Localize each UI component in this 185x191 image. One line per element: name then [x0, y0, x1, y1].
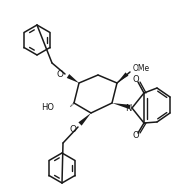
Text: O: O: [133, 131, 139, 141]
Text: O: O: [69, 125, 76, 134]
Text: HO: HO: [41, 103, 54, 112]
Polygon shape: [78, 113, 91, 126]
Polygon shape: [112, 103, 130, 109]
Text: OMe: OMe: [133, 63, 150, 73]
Text: N: N: [125, 104, 131, 112]
Text: O: O: [133, 74, 139, 83]
Polygon shape: [117, 72, 128, 83]
Polygon shape: [67, 74, 79, 83]
Text: O: O: [56, 70, 63, 79]
